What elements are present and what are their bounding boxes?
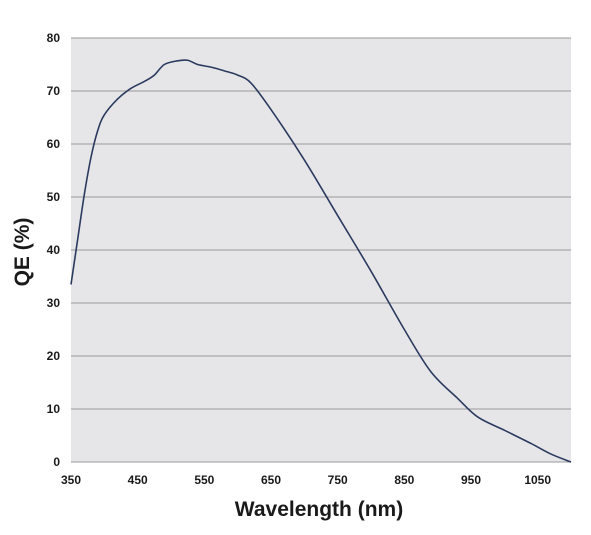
qe-series-line xyxy=(70,59,572,463)
y-tick-label: 10 xyxy=(47,402,61,416)
y-tick-label: 80 xyxy=(47,31,61,45)
x-tick-label: 350 xyxy=(61,473,81,487)
x-tick-label: 950 xyxy=(461,473,481,487)
x-tick-label: 750 xyxy=(328,473,348,487)
x-tick-label: 850 xyxy=(394,473,414,487)
y-axis-ticks: 0 10 20 30 40 50 60 70 80 xyxy=(47,31,61,469)
y-tick-label: 30 xyxy=(47,296,61,310)
y-tick-label: 60 xyxy=(47,137,61,151)
x-axis-label: Wavelength (nm) xyxy=(235,498,403,521)
y-tick-label: 0 xyxy=(53,455,60,469)
x-tick-label: 650 xyxy=(261,473,281,487)
y-tick-label: 70 xyxy=(47,84,61,98)
gridlines xyxy=(71,37,571,463)
x-tick-label: 550 xyxy=(194,473,214,487)
x-tick-label: 450 xyxy=(128,473,148,487)
x-axis-ticks: 350 450 550 650 750 850 950 1050 xyxy=(61,473,551,487)
y-tick-label: 20 xyxy=(47,349,61,363)
y-tick-label: 40 xyxy=(47,243,61,257)
y-axis-label: QE (%) xyxy=(11,218,34,287)
y-tick-label: 50 xyxy=(47,190,61,204)
x-tick-label: 1050 xyxy=(524,473,551,487)
